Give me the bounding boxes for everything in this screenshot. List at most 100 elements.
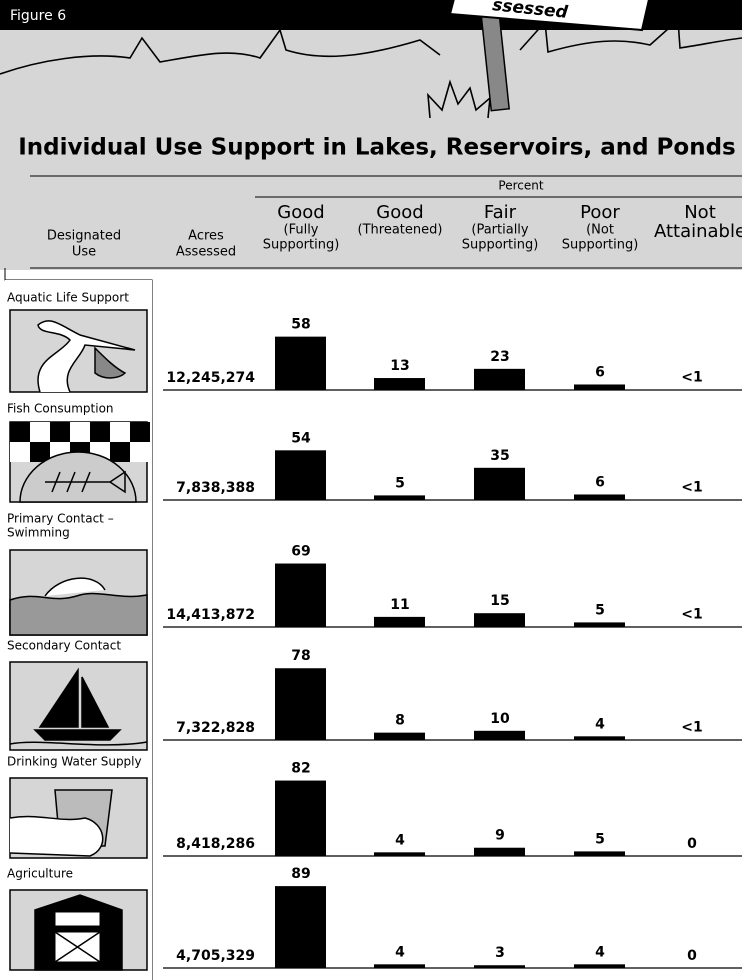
bar [275,336,326,390]
acres-value: 12,245,274 [166,370,255,386]
use-label: Drinking Water Supply [7,755,142,769]
value-label: 89 [291,866,310,882]
value-label: 6 [595,364,605,380]
value-label: <1 [681,607,702,623]
grass [0,18,742,119]
column-header: Supporting) [263,238,340,253]
value-label: <1 [681,370,702,386]
column-header: Poor [580,202,620,223]
column-header: (Fully [284,223,319,238]
value-label: 5 [395,475,405,491]
column-header: Designated [47,229,121,244]
sign: ssessed [448,0,650,112]
icon-art [50,422,70,442]
bar [374,616,425,627]
value-label: 11 [390,597,409,613]
bar [474,613,525,627]
bar [474,965,525,968]
value-label: 54 [291,430,311,446]
icon-art [19,451,137,503]
icon-art [33,729,122,741]
bar [275,450,326,500]
bar [374,852,425,856]
header-panel [0,30,742,270]
value-label: 15 [490,593,509,609]
value-label: 9 [495,828,505,844]
column-header: Good [376,202,423,223]
use-icon [9,421,150,503]
icon-art [37,320,136,393]
percent-header: Percent [498,179,543,193]
bar [275,668,326,740]
figure-label: Figure 6 [10,8,66,24]
bar [574,964,625,968]
use-label: Primary Contact – [7,512,114,526]
column-header: Not [684,202,716,223]
bar [474,730,525,740]
use-icon [9,661,148,751]
bar [474,368,525,390]
column-header: Acres [188,229,224,244]
value-label: 4 [595,716,605,732]
value-label: 35 [490,448,509,464]
icon-art [81,676,110,728]
column-header: (Threatened) [358,223,443,238]
icon-art [130,422,150,442]
value-label: 4 [395,944,405,960]
use-icon [9,309,148,393]
icon-art [110,442,130,462]
value-label: 4 [595,944,605,960]
acres-value: 4,705,329 [176,948,255,964]
use-label: Swimming [7,526,70,540]
bar [275,886,326,968]
icon-art [10,422,30,442]
column-header: (Partially [471,223,529,238]
icon-art [90,422,110,442]
icon-art [54,931,101,963]
use-label: Fish Consumption [7,402,114,416]
value-label: 5 [595,602,605,618]
column-header: Attainable [654,221,742,242]
icon-art [30,442,50,462]
icon-art [54,911,101,927]
use-label: Secondary Contact [7,639,121,653]
icon-art [130,442,150,462]
column-header: Fair [484,202,517,223]
value-label: 69 [291,544,310,560]
value-label: 58 [291,317,310,333]
icon-art [44,577,106,597]
icon-art [110,422,130,442]
icon-art [94,346,127,379]
column-header: Supporting) [562,238,639,253]
bar [574,622,625,627]
rows: DesignatedUseAcresAssessedGood(FullySupp… [7,202,742,971]
column-header: Good [277,202,324,223]
use-label: Agriculture [7,867,73,881]
acres-value: 8,418,286 [176,836,255,852]
value-label: 4 [395,832,405,848]
value-label: 3 [495,945,505,961]
value-label: 6 [595,474,605,490]
bar [374,378,425,390]
value-label: 78 [291,648,310,664]
bar [574,384,625,390]
column-header: Use [72,245,96,260]
icon-art [70,422,90,442]
column-header: Assessed [176,245,236,260]
use-label: Aquatic Life Support [7,291,129,305]
value-label: 5 [595,831,605,847]
acres-value: 7,838,388 [176,480,255,496]
bar [374,495,425,500]
column-header: Supporting) [462,238,539,253]
bar [275,563,326,627]
value-label: 82 [291,761,310,777]
value-label: <1 [681,720,702,736]
bar [474,467,525,500]
value-label: <1 [681,480,702,496]
value-label: 23 [490,349,509,365]
use-icon [9,549,148,636]
bar [574,851,625,856]
bar [574,736,625,740]
icon-art [45,470,126,494]
